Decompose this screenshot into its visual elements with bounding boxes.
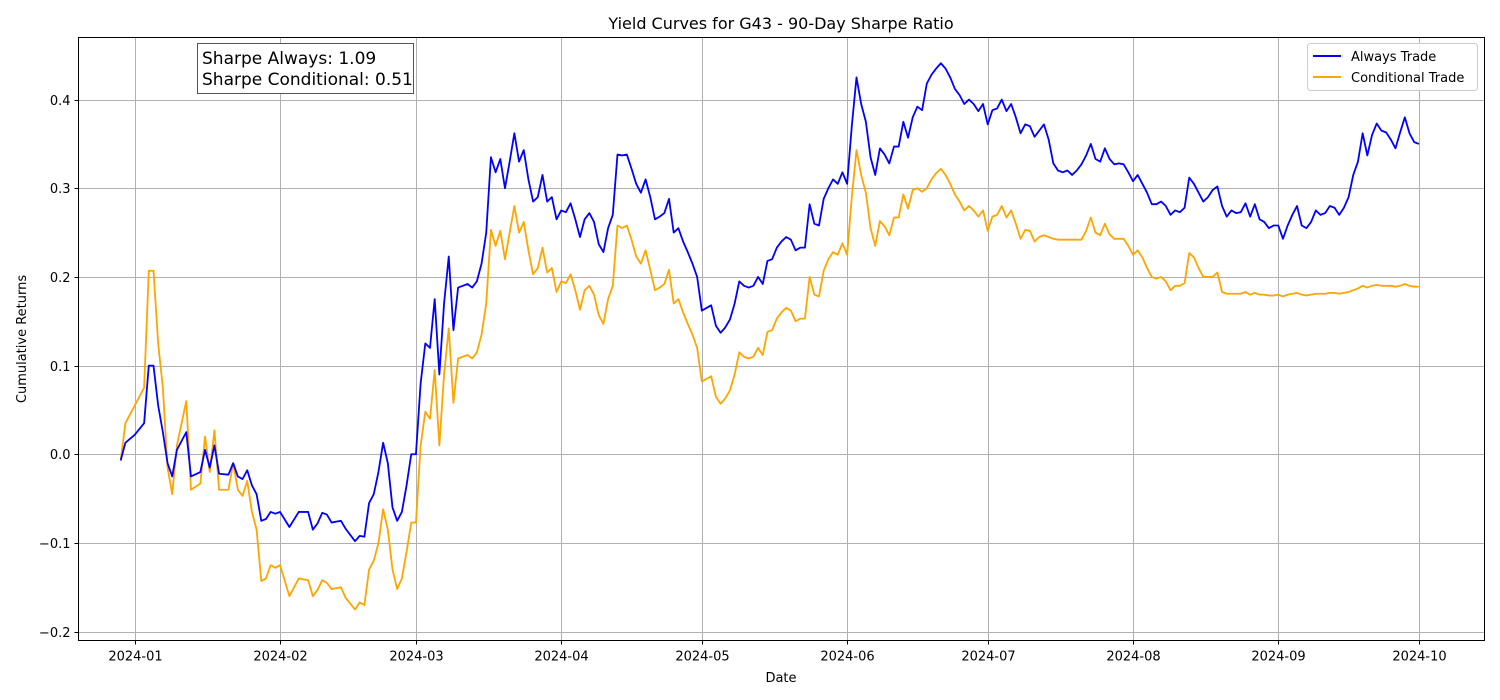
legend-label-conditional-trade: Conditional Trade bbox=[1351, 71, 1464, 86]
sharpe-always-text: Sharpe Always: 1.09 bbox=[202, 49, 376, 69]
y-tick-label: 0.4 bbox=[50, 94, 71, 109]
x-tick-label: 2024-10 bbox=[1392, 650, 1446, 665]
x-tick-label: 2024-04 bbox=[534, 650, 588, 665]
legend-label-always-trade: Always Trade bbox=[1351, 50, 1436, 65]
y-tick-label: 0.3 bbox=[50, 182, 71, 197]
x-axis-label: Date bbox=[765, 671, 796, 686]
x-tick-label: 2024-05 bbox=[675, 650, 729, 665]
x-tick-label: 2024-07 bbox=[961, 650, 1015, 665]
x-tick-label: 2024-01 bbox=[108, 650, 162, 665]
y-axis-label: Cumulative Returns bbox=[15, 275, 30, 403]
x-tick-label: 2024-06 bbox=[820, 650, 874, 665]
legend: Always Trade Conditional Trade bbox=[1308, 44, 1478, 91]
x-tick-label: 2024-09 bbox=[1251, 650, 1305, 665]
sharpe-conditional-text: Sharpe Conditional: 0.51 bbox=[202, 70, 413, 90]
chart-title: Yield Curves for G43 - 90-Day Sharpe Rat… bbox=[607, 14, 953, 33]
x-tick-label: 2024-08 bbox=[1106, 650, 1160, 665]
stats-box: Sharpe Always: 1.09 Sharpe Conditional: … bbox=[198, 44, 414, 94]
y-tick-label: 0.0 bbox=[50, 448, 71, 463]
x-tick-label: 2024-03 bbox=[389, 650, 443, 665]
y-tick-label: 0.1 bbox=[50, 360, 71, 375]
y-tick-label: −0.1 bbox=[39, 537, 71, 552]
x-tick-label: 2024-02 bbox=[253, 650, 307, 665]
y-tick-label: 0.2 bbox=[50, 271, 71, 286]
y-tick-label: −0.2 bbox=[39, 626, 71, 641]
